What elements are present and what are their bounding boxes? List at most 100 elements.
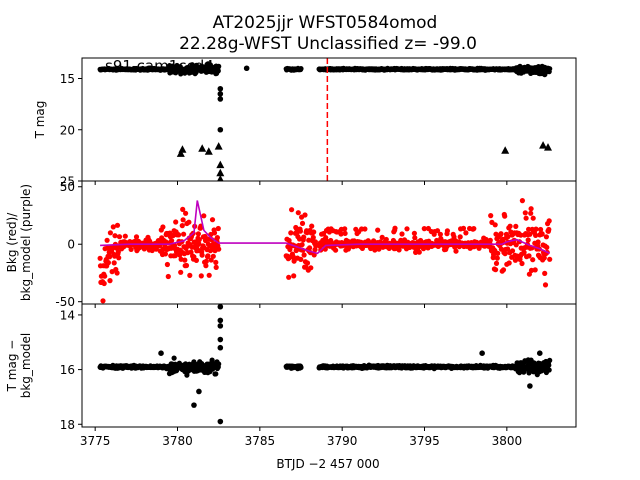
y-tick-label-1-2: 50 <box>60 180 75 194</box>
data-point <box>342 226 348 232</box>
data-point <box>547 66 553 72</box>
data-point <box>216 63 222 69</box>
data-point <box>210 253 216 259</box>
data-point <box>199 252 205 258</box>
y-axis-label-1-0: Bkg (red)/ <box>5 212 19 273</box>
data-point <box>112 233 118 239</box>
data-point <box>421 226 427 232</box>
data-point <box>546 367 552 373</box>
data-point <box>206 272 212 278</box>
y-tick-label-0-1: 20 <box>60 123 75 137</box>
y-axis-label-2-0: T mag − <box>5 340 19 393</box>
bkg-model-line <box>100 200 551 255</box>
data-point <box>203 263 209 269</box>
data-point <box>107 278 113 284</box>
data-point <box>179 223 185 229</box>
y-tick-label-2-0: 14 <box>60 308 75 322</box>
data-point <box>507 223 513 229</box>
upper-limit-marker-9 <box>216 168 225 177</box>
data-point <box>533 232 539 238</box>
data-point <box>107 230 113 236</box>
data-point <box>307 245 313 251</box>
data-point <box>434 228 441 234</box>
axes-frame-2 <box>81 303 577 428</box>
data-point <box>492 222 498 228</box>
upper-limit-marker-0 <box>176 149 185 157</box>
data-point <box>526 271 533 277</box>
data-point <box>505 234 511 240</box>
data-point <box>463 230 469 236</box>
data-point <box>183 262 190 269</box>
x-tick-label-0: 3775 <box>80 434 111 448</box>
data-point <box>114 270 120 276</box>
data-point <box>205 253 211 259</box>
data-point <box>338 231 344 237</box>
upper-limit-marker-2 <box>198 144 207 152</box>
data-point <box>453 248 459 254</box>
x-tick-label-2: 3785 <box>245 434 276 448</box>
data-point <box>546 218 552 224</box>
data-point <box>518 232 524 238</box>
data-point <box>198 273 204 279</box>
data-point <box>311 229 317 235</box>
data-point <box>498 231 504 237</box>
data-segment-2-2 <box>316 357 553 378</box>
data-segment-1-2 <box>316 198 553 288</box>
data-point <box>527 231 533 237</box>
data-point <box>502 213 508 219</box>
data-point <box>375 227 381 233</box>
data-point <box>530 215 536 221</box>
annotation-label: s91 cam1ccd4 <box>105 57 214 75</box>
data-segment-0-2 <box>316 63 553 77</box>
data-point <box>491 252 497 258</box>
y-tick-label-2-1: 16 <box>60 363 75 377</box>
data-point <box>162 251 168 257</box>
data-point-0 <box>243 65 250 72</box>
data-segment-0-0 <box>97 61 222 77</box>
data-point-10 <box>536 350 543 357</box>
diff-panel: 14 16 18 3775 3780 3785 3790 3795 3800 T mag − bkg… <box>5 303 577 448</box>
data-point <box>133 234 140 240</box>
data-point <box>541 255 547 261</box>
data-point <box>542 270 548 276</box>
data-point <box>184 372 190 378</box>
data-segment-0-1 <box>283 65 304 73</box>
data-point-0 <box>217 304 224 310</box>
data-point <box>110 224 116 230</box>
data-point <box>183 210 189 216</box>
data-point <box>201 213 207 219</box>
data-point-3 <box>217 336 224 343</box>
data-point <box>111 260 117 266</box>
data-point <box>460 225 467 231</box>
data-point <box>193 257 199 263</box>
data-point <box>288 230 294 236</box>
data-point <box>203 258 209 264</box>
data-point <box>164 261 170 268</box>
data-point <box>488 213 494 219</box>
data-point <box>100 298 106 304</box>
x-tick-label-1: 3780 <box>162 434 193 448</box>
data-point <box>493 267 499 273</box>
data-point <box>213 371 219 377</box>
data-point <box>525 237 531 243</box>
data-point <box>213 259 219 265</box>
x-tick-label-4: 3795 <box>409 434 440 448</box>
data-point-11 <box>527 383 533 389</box>
data-point <box>493 260 500 266</box>
data-point <box>416 249 422 255</box>
data-point <box>213 264 219 270</box>
data-point <box>299 220 306 226</box>
data-point <box>215 225 221 232</box>
data-point <box>286 274 292 280</box>
data-point <box>310 234 316 241</box>
data-point <box>487 237 493 243</box>
data-point-1 <box>217 317 224 324</box>
data-point-5 <box>528 68 535 75</box>
data-point <box>342 230 348 236</box>
upper-limit-marker-8 <box>216 160 225 169</box>
data-point <box>301 252 307 258</box>
data-point <box>215 68 221 74</box>
data-point <box>502 251 508 257</box>
data-point <box>528 210 534 216</box>
data-point <box>173 219 179 225</box>
